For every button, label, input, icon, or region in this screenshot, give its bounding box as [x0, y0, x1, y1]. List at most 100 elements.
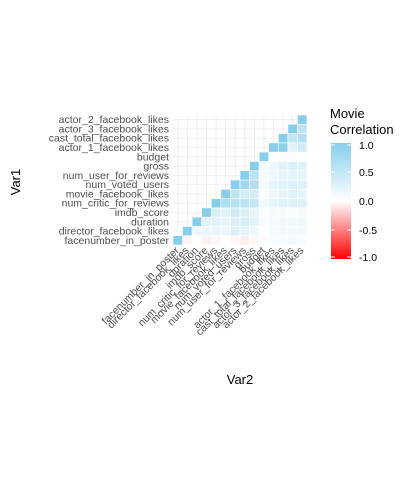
heatmap-cell	[230, 198, 241, 209]
heatmap-cell	[297, 207, 308, 218]
legend-tick-label: -0.5	[359, 225, 377, 237]
heatmap-cell	[220, 216, 231, 227]
heatmap-cell	[297, 123, 308, 134]
y-tick-label: gross	[143, 161, 169, 173]
heatmap-cell	[287, 142, 298, 153]
heatmap-cell	[230, 226, 241, 237]
heatmap-cell	[191, 235, 203, 246]
legend-ticks: 1.0 0.5 0.0 -0.5 -1.0	[331, 140, 377, 264]
heatmap-cell	[258, 198, 270, 209]
y-tick-label: cast_total_facebook_likes	[49, 133, 169, 145]
y-tick-labels: facenumber_in_posterdirector_facebook_li…	[49, 114, 170, 247]
heatmap-cell	[287, 198, 298, 209]
heatmap-cell	[249, 161, 260, 172]
heatmap-cell	[297, 216, 308, 227]
heatmap-cell	[277, 142, 289, 153]
heatmap-cell	[249, 170, 260, 181]
heatmap-cell	[297, 114, 308, 125]
heatmap-cell	[258, 216, 270, 227]
heatmap-cell	[258, 161, 270, 172]
heatmap-cell	[210, 216, 222, 227]
heatmap-cell	[277, 179, 289, 190]
y-tick-label: actor_3_facebook_likes	[59, 123, 169, 135]
heatmap-cell	[258, 151, 270, 162]
y-axis-title: Var1	[8, 169, 23, 196]
heatmap-cell	[201, 216, 212, 227]
heatmap-cell	[249, 207, 260, 218]
heatmap-cell	[230, 216, 241, 227]
heatmap-cell	[230, 188, 241, 199]
heatmap-cell	[287, 207, 298, 218]
heatmap-cell	[268, 198, 279, 209]
heatmap-cell	[182, 235, 193, 246]
heatmap-cell	[297, 170, 308, 181]
heatmap-cell	[287, 179, 298, 190]
legend-tick-label: 1.0	[359, 140, 374, 152]
heatmap-cell	[210, 235, 222, 246]
y-tick-label: director_facebook_likes	[59, 226, 169, 238]
heatmap-cell	[220, 188, 231, 199]
y-tick-label: imdb_score	[115, 207, 169, 219]
y-tick-label: num_voted_users	[86, 179, 169, 191]
heatmap-cell	[277, 188, 289, 199]
x-axis-title: Var2	[227, 372, 254, 387]
heatmap-cell	[249, 226, 260, 237]
heatmap-cell	[230, 235, 241, 246]
heatmap-cell	[230, 179, 241, 190]
heatmap-cell	[268, 226, 279, 237]
heatmap-cell	[172, 235, 183, 246]
heatmap-cell	[210, 207, 222, 218]
x-tick-labels: facenumber_in_posterdirector_facebook_li…	[100, 244, 307, 338]
heatmap-cell	[297, 179, 308, 190]
legend-tick-label: 0.0	[359, 196, 374, 208]
heatmap-cell	[268, 207, 279, 218]
heatmap-cell	[239, 170, 250, 181]
heatmap-cell	[277, 216, 289, 227]
heatmap-cell	[201, 235, 212, 246]
heatmap-cell	[268, 179, 279, 190]
heatmap-cell	[239, 216, 250, 227]
heatmap-cell	[297, 151, 308, 162]
heatmap-cell	[297, 198, 308, 209]
heatmap-cell	[268, 151, 279, 162]
heatmap-cell	[277, 170, 289, 181]
heatmap-cell	[249, 179, 260, 190]
heatmap-cell	[268, 170, 279, 181]
heatmap-cell	[287, 235, 298, 246]
heatmap-cell	[220, 198, 231, 209]
heatmap-cell	[230, 207, 241, 218]
heatmap-cell	[220, 235, 231, 246]
heatmap-tiles	[172, 114, 308, 246]
heatmap-cell	[297, 235, 308, 246]
y-tick-label: num_critic_for_reviews	[62, 198, 169, 210]
y-tick-label: movie_facebook_likes	[66, 188, 169, 200]
heatmap-cell	[277, 226, 289, 237]
heatmap-cell	[258, 207, 270, 218]
heatmap-cell	[182, 226, 193, 237]
heatmap-cell	[249, 235, 260, 246]
y-tick-label: num_user_for_reviews	[63, 170, 169, 182]
heatmap-cell	[287, 151, 298, 162]
y-tick-label: budget	[137, 151, 169, 163]
heatmap-cell	[239, 198, 250, 209]
heatmap-cell	[210, 198, 222, 209]
y-tick-label: facenumber_in_poster	[65, 235, 170, 247]
heatmap-cell	[249, 216, 260, 227]
heatmap-cell	[277, 151, 289, 162]
heatmap-cell	[297, 161, 308, 172]
heatmap-cell	[297, 142, 308, 153]
heatmap-cell	[287, 170, 298, 181]
heatmap-cell	[268, 216, 279, 227]
heatmap-cell	[191, 226, 203, 237]
heatmap-cell	[287, 161, 298, 172]
heatmap-cell	[258, 226, 270, 237]
heatmap-cell	[239, 226, 250, 237]
heatmap-cell	[297, 188, 308, 199]
heatmap-cell	[287, 133, 298, 144]
heatmap-cell	[220, 207, 231, 218]
heatmap-cell	[249, 188, 260, 199]
legend-title-line-1: Movie	[330, 106, 365, 121]
y-tick-label: actor_2_facebook_likes	[59, 114, 169, 126]
heatmap-cell	[201, 226, 212, 237]
